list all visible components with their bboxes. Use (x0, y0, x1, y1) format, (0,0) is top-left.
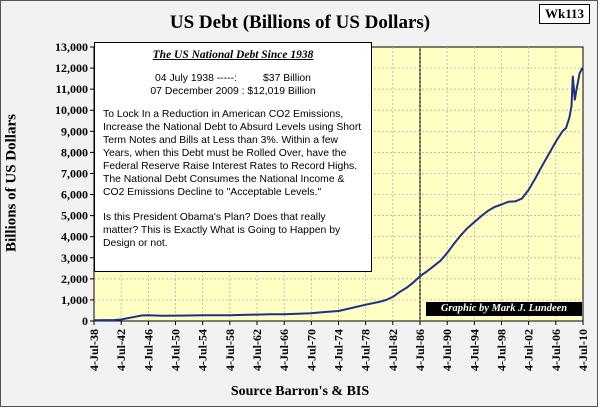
x-tick-label: 4-Jul-46 (141, 329, 155, 371)
info-box: The US National Debt Since 1938 04 July … (94, 42, 372, 272)
x-tick-label: 4-Jul-94 (467, 329, 481, 371)
y-tick-label: 7,000 (61, 166, 88, 180)
info-fact-2009: 07 December 2009 : $12,019 Billion (150, 86, 316, 97)
y-tick-label: 13,000 (55, 40, 88, 54)
x-tick-label: 4-Jul-62 (250, 329, 264, 371)
x-axis-label: Source Barron's & BIS (230, 384, 370, 399)
x-tick-label: 4-Jul-74 (332, 329, 346, 371)
x-tick-label: 4-Jul-02 (522, 329, 536, 371)
x-tick-label: 4-Jul-90 (440, 329, 454, 371)
y-tick-label: 12,000 (55, 61, 88, 75)
chart-title: US Debt (Billions of US Dollars) (169, 12, 431, 33)
x-tick-label: 4-Jul-10 (576, 329, 590, 371)
x-tick-label: 4-Jul-66 (277, 329, 291, 371)
y-tick-label: 9,000 (61, 124, 88, 138)
y-tick-label: 4,000 (61, 230, 88, 244)
info-paragraph: To Lock In a Reduction in American CO2 E… (103, 109, 362, 198)
y-tick-label: 1,000 (61, 293, 88, 307)
x-tick-label: 4-Jul-78 (359, 329, 373, 371)
debt-line (93, 67, 584, 322)
info-box-title: The US National Debt Since 1938 (152, 49, 314, 61)
x-tick-label: 4-Jul-58 (223, 329, 237, 371)
x-tick-label: 4-Jul-98 (495, 329, 509, 371)
x-tick-label: 4-Jul-42 (114, 329, 128, 371)
credit-label: Graphic by Mark J. Lundeen (426, 302, 582, 316)
chart-tag: Wk113 (538, 4, 590, 24)
x-tick-label: 4-Jul-70 (304, 329, 318, 371)
info-paragraph-2: Is this President Obama's Plan? Does tha… (103, 212, 341, 249)
x-tick-label: 4-Jul-54 (196, 329, 210, 371)
y-tick-label: 6,000 (61, 188, 88, 202)
x-tick-label: 4-Jul-50 (169, 329, 183, 371)
y-tick-label: 8,000 (61, 145, 88, 159)
x-tick-label: 4-Jul-38 (87, 329, 101, 371)
y-tick-label: 11,000 (56, 82, 88, 96)
x-tick-label: 4-Jul-86 (413, 329, 427, 371)
y-tick-label: 5,000 (61, 209, 88, 223)
y-tick-label: 0 (82, 314, 88, 328)
y-tick-label: 10,000 (55, 103, 88, 117)
info-fact-1938: 04 July 1938 -----: $37 Billion (155, 73, 311, 84)
x-tick-label: 4-Jul-82 (386, 329, 400, 371)
y-tick-label: 2,000 (61, 272, 88, 286)
x-tick-label: 4-Jul-06 (549, 329, 563, 371)
y-tick-label: 3,000 (61, 251, 88, 265)
